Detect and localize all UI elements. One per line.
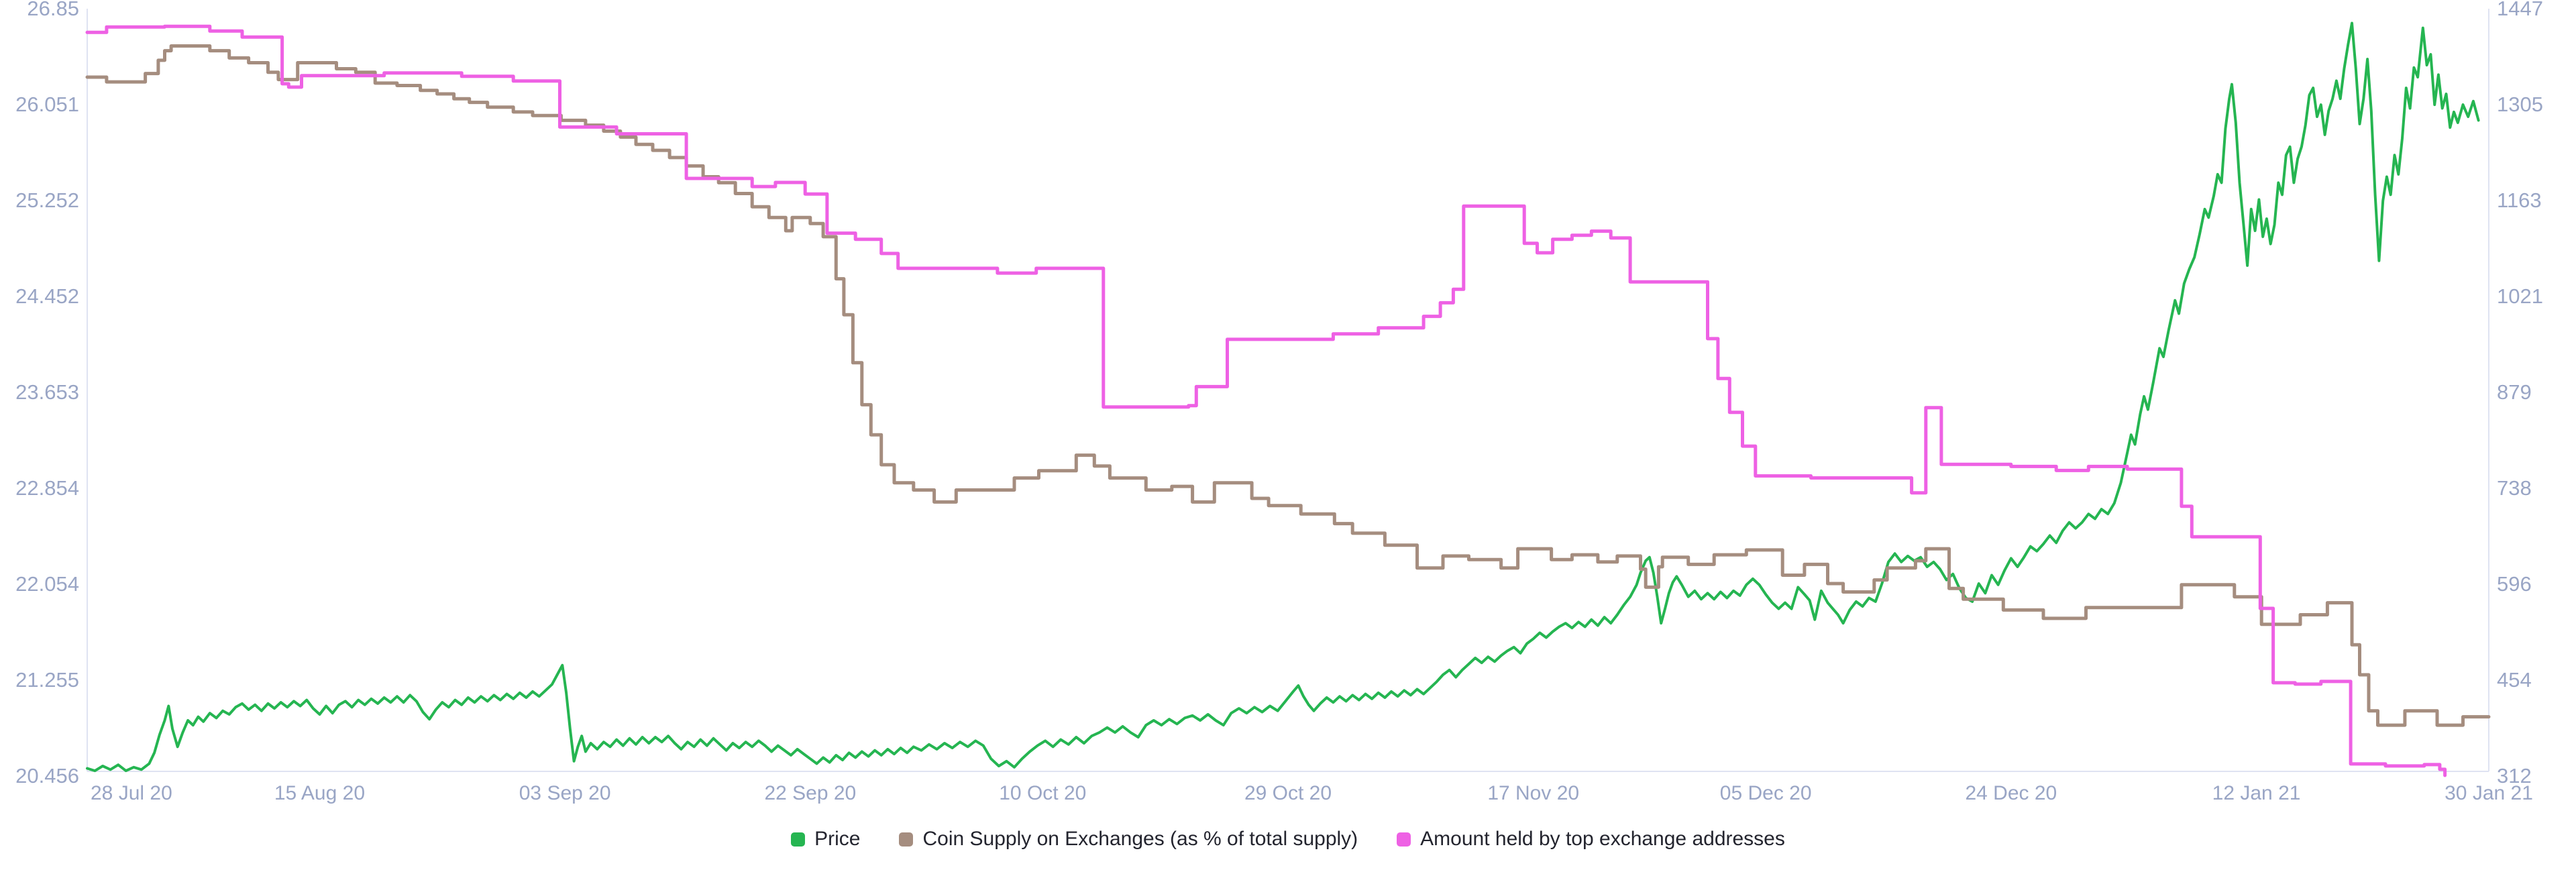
price-line[interactable] — [86, 21, 2480, 773]
x-axis-tick: 05 Dec 20 — [1720, 782, 1812, 804]
x-axis-tick: 10 Oct 20 — [999, 782, 1086, 804]
left-axis-tick: 26.051 — [15, 93, 79, 116]
x-axis-tick: 17 Nov 20 — [1487, 782, 1579, 804]
legend-label-top-addresses: Amount held by top exchange addresses — [1420, 828, 1785, 850]
left-axis-tick: 25.252 — [15, 188, 79, 212]
legend-item-price[interactable]: Price — [791, 828, 860, 851]
x-axis-tick: 03 Sep 20 — [519, 782, 611, 804]
legend-label-price: Price — [814, 828, 861, 850]
right-axis-tick: 738 — [2497, 476, 2532, 500]
right-axis-tick: 454 — [2497, 668, 2532, 692]
x-axis-tick: 29 Oct 20 — [1244, 782, 1332, 804]
left-axis-tick: 22.054 — [15, 572, 79, 596]
x-axis-tick: 28 Jul 20 — [91, 782, 172, 804]
left-axis-tick: 23.653 — [15, 380, 79, 404]
right-axis-tick: 1447 — [2497, 0, 2543, 20]
left-axis-tick: 24.452 — [15, 284, 79, 308]
x-axis-tick: 24 Dec 20 — [1965, 782, 2057, 804]
x-axis-tick: 22 Sep 20 — [764, 782, 856, 804]
legend-item-top-addresses[interactable]: Amount held by top exchange addresses — [1397, 828, 1785, 851]
left-axis-tick: 26.85 — [27, 0, 79, 20]
left-axis-tick: 21.255 — [15, 668, 79, 692]
coin-supply-swatch-icon — [899, 832, 914, 847]
left-axis-tick: 20.456 — [15, 764, 79, 787]
x-axis-tick: 12 Jan 21 — [2212, 782, 2301, 804]
top-addresses-line[interactable] — [85, 24, 2447, 777]
right-axis-tick: 1305 — [2497, 93, 2543, 116]
left-axis-tick: 22.854 — [15, 476, 79, 500]
legend: Price Coin Supply on Exchanges (as % of … — [0, 828, 2576, 851]
legend-label-coin-supply: Coin Supply on Exchanges (as % of total … — [922, 828, 1358, 850]
x-axis-tick: 30 Jan 21 — [2445, 782, 2533, 804]
legend-item-coin-supply[interactable]: Coin Supply on Exchanges (as % of total … — [899, 828, 1358, 851]
right-axis-tick: 312 — [2497, 764, 2532, 787]
right-axis-tick: 1021 — [2497, 284, 2543, 308]
right-axis-tick: 1163 — [2497, 188, 2542, 212]
top-addresses-swatch-icon — [1397, 832, 1411, 847]
price-swatch-icon — [791, 832, 806, 847]
x-axis-tick: 15 Aug 20 — [274, 782, 365, 804]
right-axis-tick: 596 — [2497, 572, 2532, 596]
right-axis-tick: 879 — [2497, 380, 2532, 404]
coin-supply-line[interactable] — [85, 44, 2491, 727]
